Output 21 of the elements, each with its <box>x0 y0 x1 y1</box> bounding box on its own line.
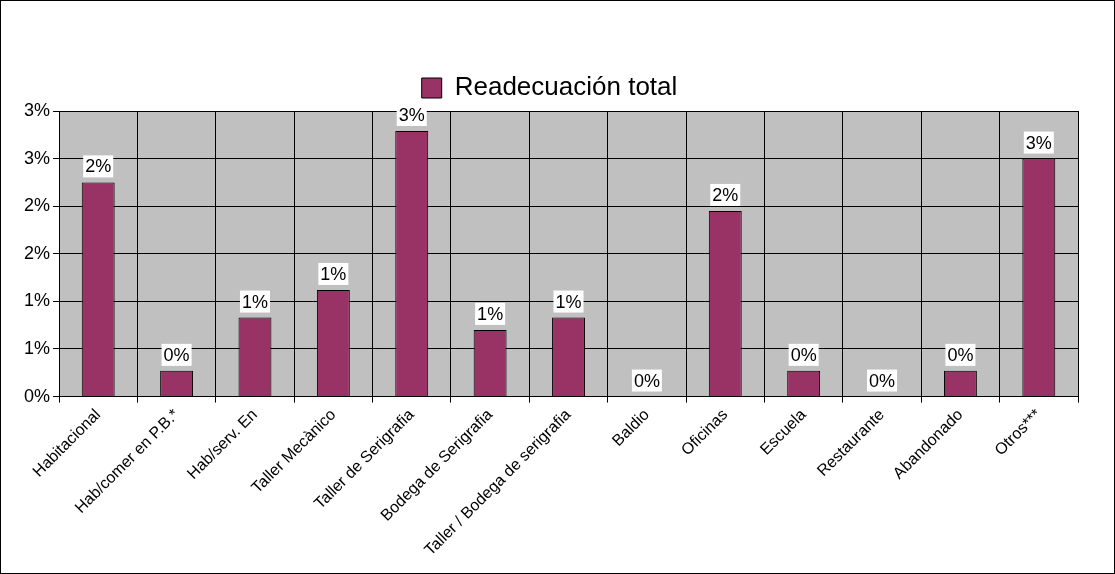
data-label: 1% <box>555 291 582 312</box>
legend-label: Readecuación total <box>454 71 678 102</box>
data-label: 0% <box>633 370 660 391</box>
data-label: 3% <box>1025 132 1052 153</box>
data-label: 1% <box>320 263 347 284</box>
y-tick-label: 2% <box>24 242 51 263</box>
y-tick-label: 3% <box>24 99 51 120</box>
data-label: 0% <box>947 344 974 365</box>
data-label: 1% <box>477 303 504 324</box>
data-label: 0% <box>163 344 190 365</box>
data-label: 0% <box>790 344 817 365</box>
y-tick-label: 3% <box>24 147 51 168</box>
data-label: 1% <box>241 291 268 312</box>
data-label: 2% <box>712 184 739 205</box>
y-tick-label: 0% <box>24 385 51 406</box>
data-label: 3% <box>398 104 425 125</box>
y-tick-label: 2% <box>24 195 51 216</box>
data-label: 0% <box>869 370 896 391</box>
y-tick-label: 1% <box>24 337 51 358</box>
data-label: 2% <box>85 156 112 177</box>
y-tick-label: 1% <box>24 290 51 311</box>
